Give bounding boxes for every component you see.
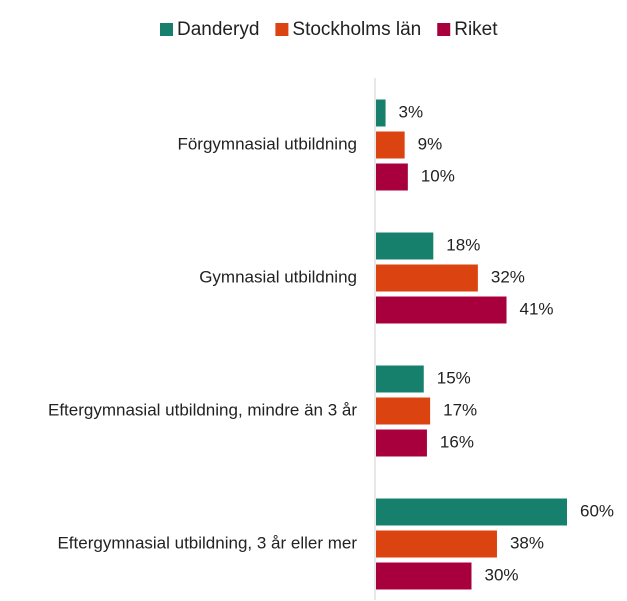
value-label: 30% (485, 565, 519, 584)
bar (376, 498, 567, 526)
bar (376, 232, 434, 260)
bar (376, 99, 386, 127)
value-label: 3% (399, 102, 424, 121)
bar (376, 397, 431, 425)
bar (376, 530, 497, 558)
category-label: Gymnasial utbildning (199, 267, 357, 286)
category-label: Förgymnasial utbildning (177, 134, 357, 153)
bar (376, 429, 427, 457)
legend-swatch (160, 23, 173, 36)
value-label: 41% (520, 299, 554, 318)
legend-label: Stockholms län (292, 19, 421, 40)
value-label: 18% (446, 235, 480, 254)
legend-label: Danderyd (177, 19, 259, 40)
category-label: Eftergymnasial utbildning, mindre än 3 å… (48, 400, 357, 419)
legend-swatch (437, 23, 451, 36)
legend-label: Riket (454, 19, 498, 40)
bar (376, 365, 424, 393)
bar (376, 264, 478, 292)
value-label: 60% (580, 501, 614, 520)
value-label: 16% (440, 432, 474, 451)
legend-swatch (275, 23, 289, 36)
value-label: 38% (510, 533, 544, 552)
value-label: 9% (418, 134, 443, 153)
bar (376, 163, 408, 191)
bar (376, 562, 472, 590)
value-label: 17% (443, 400, 477, 419)
bar (376, 296, 507, 324)
category-label: Eftergymnasial utbildning, 3 år eller me… (57, 533, 357, 552)
value-label: 32% (491, 267, 525, 286)
value-label: 15% (437, 368, 471, 387)
value-label: 10% (421, 166, 455, 185)
bar (376, 131, 405, 159)
